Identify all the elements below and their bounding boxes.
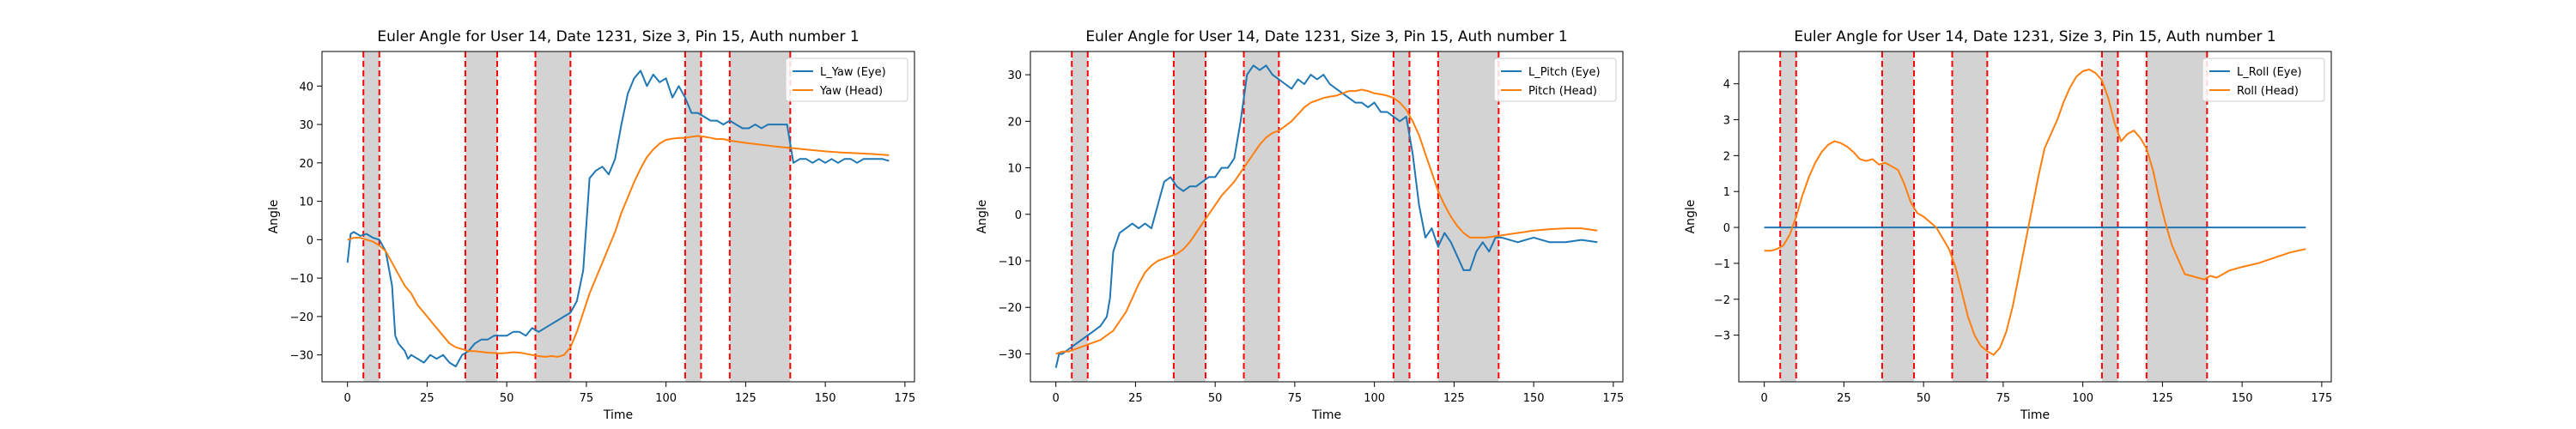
shaded-interval (535, 51, 571, 382)
x-tick-label: 100 (1364, 392, 1385, 405)
y-tick-label: −1 (1714, 258, 1730, 271)
y-tick-label: −20 (999, 302, 1022, 315)
shaded-interval (465, 51, 498, 382)
plot-frame (1030, 51, 1624, 383)
y-tick-label: 4 (1723, 79, 1730, 92)
x-tick-label: 50 (500, 392, 514, 405)
x-axis-label: Time (2020, 408, 2050, 422)
series-line-2 (1055, 88, 1598, 355)
y-tick-label: 2 (1723, 150, 1730, 163)
y-tick-label: 0 (1015, 209, 1022, 222)
x-tick-label: 75 (580, 392, 594, 405)
legend-box (785, 57, 908, 102)
chart-title: Euler Angle for User 14, Date 1231, Size… (377, 28, 859, 45)
chart-title: Euler Angle for User 14, Date 1231, Size… (1794, 28, 2275, 45)
x-tick-label: 0 (344, 392, 351, 405)
y-tick-label: 30 (1007, 69, 1022, 82)
y-axis-label: Angle (1684, 200, 1698, 234)
x-tick-label: 100 (2072, 392, 2093, 405)
legend: L_Roll (Eye) Roll (Head) (2202, 57, 2325, 102)
y-tick-label: 3 (1723, 115, 1730, 128)
x-tick-label: 0 (1053, 392, 1060, 405)
chart-panel-3: 0 25 50 75 100 125 150 175 −3 −2 −1 0 1 2 3 4 Euler Angl… (1684, 28, 2332, 422)
shaded-interval (729, 51, 791, 382)
y-tick-label: −30 (999, 348, 1022, 361)
y-axis-label: Angle (975, 200, 989, 234)
x-tick-label: 75 (1288, 392, 1303, 405)
x-tick-label: 175 (2311, 392, 2332, 405)
x-tick-label: 150 (815, 392, 836, 405)
chart-title: Euler Angle for User 14, Date 1231, Size… (1085, 28, 1567, 45)
x-tick-label: 150 (2232, 392, 2253, 405)
x-tick-label: 125 (1443, 392, 1465, 405)
legend-box (1493, 57, 1617, 102)
plot-frame (1738, 51, 2332, 383)
y-tick-label: −20 (290, 311, 313, 324)
x-tick-label: 75 (1996, 392, 2011, 405)
shaded-interval (1437, 51, 1499, 382)
legend-box (2202, 57, 2325, 102)
shaded-interval (363, 51, 380, 382)
x-axis-label: Time (1311, 408, 1341, 422)
shaded-interval (1393, 51, 1410, 382)
series-line-2 (347, 135, 890, 358)
x-tick-label: 25 (1128, 392, 1143, 405)
y-tick-label: 1 (1723, 186, 1730, 199)
x-tick-label: 25 (1837, 392, 1851, 405)
series-line-1 (346, 69, 890, 368)
x-tick-label: 0 (1761, 392, 1768, 405)
x-tick-label: 125 (735, 392, 756, 405)
x-axis-label: Time (603, 408, 633, 422)
shaded-interval (2146, 51, 2208, 382)
y-tick-label: −10 (999, 256, 1022, 269)
shaded-interval (1173, 51, 1206, 382)
x-tick-label: 175 (1602, 392, 1624, 405)
x-tick-label: 150 (1523, 392, 1545, 405)
series-line-2 (1764, 68, 2306, 356)
shaded-interval (1243, 51, 1279, 382)
y-tick-label: 40 (299, 81, 313, 94)
y-tick-label: −2 (1714, 294, 1730, 307)
legend-entry: Roll (Head) (2237, 85, 2299, 98)
x-tick-label: 25 (420, 392, 434, 405)
x-tick-label: 50 (1917, 392, 1931, 405)
y-tick-label: −30 (290, 350, 313, 363)
legend-entry: Pitch (Head) (1528, 85, 1597, 98)
y-tick-label: −3 (1714, 330, 1730, 343)
shaded-interval (1952, 51, 1988, 382)
chart-panel-2: 0 25 50 75 100 125 150 175 −30 −20 −10 0 10 20 30 Euler… (975, 28, 1624, 422)
y-tick-label: 20 (299, 158, 313, 171)
shaded-interval (1881, 51, 1915, 382)
shaded-interval (684, 51, 702, 382)
plot-frame (321, 51, 915, 383)
y-axis-label: Angle (267, 200, 281, 234)
chart-panel-1: 0 25 50 75 100 125 150 175 −30 −20 −10 0 10 20 30 40 Eul… (267, 28, 915, 422)
legend-entry: L_Roll (Eye) (2237, 66, 2302, 79)
shaded-interval (1072, 51, 1088, 382)
x-tick-label: 50 (1208, 392, 1223, 405)
x-tick-label: 100 (655, 392, 677, 405)
shaded-interval (2101, 51, 2118, 382)
legend-entry: Yaw (Head) (819, 85, 883, 98)
y-tick-label: 20 (1007, 116, 1022, 129)
y-tick-label: 10 (299, 196, 313, 209)
y-tick-label: 10 (1007, 163, 1022, 176)
x-tick-label: 175 (894, 392, 915, 405)
legend: L_Yaw (Eye) Yaw (Head) (785, 57, 908, 102)
legend: L_Pitch (Eye) Pitch (Head) (1493, 57, 1617, 102)
y-tick-label: 0 (1723, 222, 1730, 235)
legend-entry: L_Pitch (Eye) (1528, 66, 1601, 79)
y-tick-label: 0 (307, 234, 313, 247)
series-line-1 (1054, 64, 1598, 368)
shaded-interval (1780, 51, 1796, 382)
legend-entry: L_Yaw (Eye) (820, 66, 886, 79)
x-tick-label: 125 (2152, 392, 2173, 405)
y-tick-label: −10 (290, 273, 313, 286)
y-tick-label: 30 (299, 119, 313, 132)
